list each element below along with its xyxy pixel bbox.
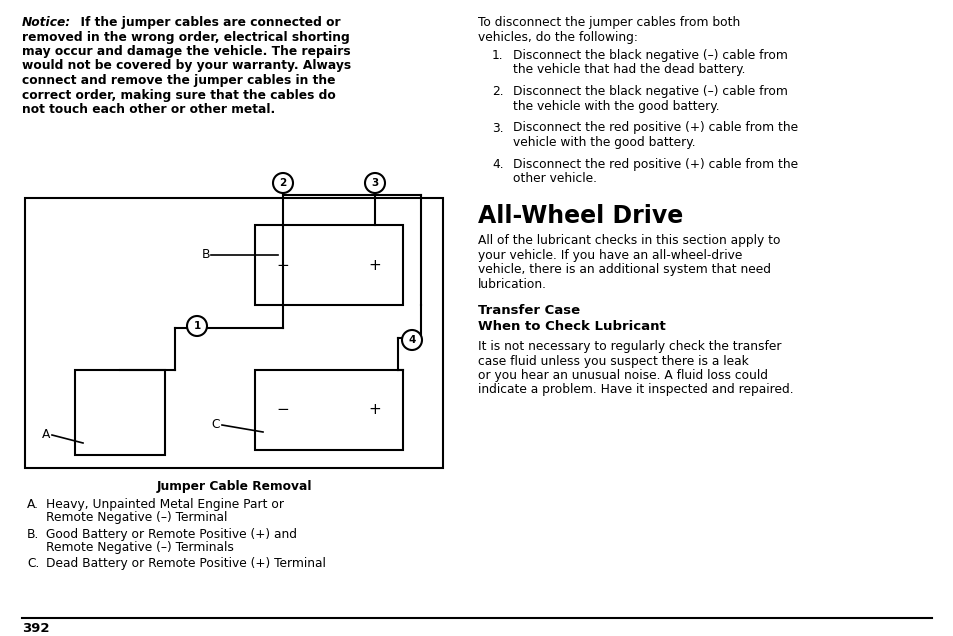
Text: B.: B. bbox=[27, 528, 39, 541]
Text: Transfer Case: Transfer Case bbox=[477, 304, 579, 317]
Text: correct order, making sure that the cables do: correct order, making sure that the cabl… bbox=[22, 88, 335, 102]
Text: or you hear an unusual noise. A fluid loss could: or you hear an unusual noise. A fluid lo… bbox=[477, 369, 767, 382]
Circle shape bbox=[187, 316, 207, 336]
Text: +: + bbox=[368, 403, 381, 417]
Text: To disconnect the jumper cables from both: To disconnect the jumper cables from bot… bbox=[477, 16, 740, 29]
Text: Good Battery or Remote Positive (+) and: Good Battery or Remote Positive (+) and bbox=[46, 528, 296, 541]
Text: 1.: 1. bbox=[492, 49, 503, 62]
Text: 4.: 4. bbox=[492, 158, 503, 170]
Text: All of the lubricant checks in this section apply to: All of the lubricant checks in this sect… bbox=[477, 234, 780, 247]
Text: connect and remove the jumper cables in the: connect and remove the jumper cables in … bbox=[22, 74, 335, 87]
Text: A: A bbox=[42, 429, 50, 441]
Text: −: − bbox=[276, 403, 289, 417]
Text: If the jumper cables are connected or: If the jumper cables are connected or bbox=[71, 16, 340, 29]
Text: may occur and damage the vehicle. The repairs: may occur and damage the vehicle. The re… bbox=[22, 45, 351, 58]
Bar bbox=[75, 370, 165, 455]
Circle shape bbox=[273, 173, 293, 193]
Text: Disconnect the red positive (+) cable from the: Disconnect the red positive (+) cable fr… bbox=[513, 158, 798, 170]
Bar bbox=[254, 225, 402, 305]
Text: C: C bbox=[212, 418, 220, 431]
Text: the vehicle that had the dead battery.: the vehicle that had the dead battery. bbox=[513, 64, 744, 76]
Text: case fluid unless you suspect there is a leak: case fluid unless you suspect there is a… bbox=[477, 354, 748, 368]
Text: 3: 3 bbox=[371, 178, 378, 188]
Text: removed in the wrong order, electrical shorting: removed in the wrong order, electrical s… bbox=[22, 31, 350, 43]
Circle shape bbox=[365, 173, 385, 193]
Text: indicate a problem. Have it inspected and repaired.: indicate a problem. Have it inspected an… bbox=[477, 384, 793, 396]
Text: 1: 1 bbox=[193, 321, 200, 331]
Text: Disconnect the black negative (–) cable from: Disconnect the black negative (–) cable … bbox=[513, 85, 787, 98]
Bar bbox=[25, 198, 442, 468]
Text: Notice:: Notice: bbox=[22, 16, 71, 29]
Text: B: B bbox=[201, 249, 210, 261]
Text: vehicle with the good battery.: vehicle with the good battery. bbox=[513, 136, 695, 149]
Text: 3.: 3. bbox=[492, 121, 503, 134]
Text: When to Check Lubricant: When to Check Lubricant bbox=[477, 320, 665, 333]
Text: 2: 2 bbox=[279, 178, 286, 188]
Text: Remote Negative (–) Terminal: Remote Negative (–) Terminal bbox=[46, 511, 227, 525]
Text: Disconnect the black negative (–) cable from: Disconnect the black negative (–) cable … bbox=[513, 49, 787, 62]
Text: Jumper Cable Removal: Jumper Cable Removal bbox=[156, 480, 312, 493]
Text: your vehicle. If you have an all-wheel-drive: your vehicle. If you have an all-wheel-d… bbox=[477, 249, 741, 261]
Text: Dead Battery or Remote Positive (+) Terminal: Dead Battery or Remote Positive (+) Term… bbox=[46, 557, 326, 570]
Bar bbox=[254, 370, 402, 450]
Text: C.: C. bbox=[27, 557, 39, 570]
Text: Disconnect the red positive (+) cable from the: Disconnect the red positive (+) cable fr… bbox=[513, 121, 798, 134]
Text: would not be covered by your warranty. Always: would not be covered by your warranty. A… bbox=[22, 60, 351, 73]
Text: A.: A. bbox=[27, 498, 39, 511]
Text: 392: 392 bbox=[22, 622, 50, 635]
Text: 2.: 2. bbox=[492, 85, 503, 98]
Text: not touch each other or other metal.: not touch each other or other metal. bbox=[22, 103, 275, 116]
Text: other vehicle.: other vehicle. bbox=[513, 172, 597, 185]
Text: −: − bbox=[276, 258, 289, 272]
Text: vehicle, there is an additional system that need: vehicle, there is an additional system t… bbox=[477, 263, 770, 276]
Text: Heavy, Unpainted Metal Engine Part or: Heavy, Unpainted Metal Engine Part or bbox=[46, 498, 284, 511]
Text: +: + bbox=[368, 258, 381, 272]
Circle shape bbox=[401, 330, 421, 350]
Text: lubrication.: lubrication. bbox=[477, 277, 546, 291]
Text: vehicles, do the following:: vehicles, do the following: bbox=[477, 31, 638, 43]
Text: Remote Negative (–) Terminals: Remote Negative (–) Terminals bbox=[46, 541, 233, 554]
Text: All-Wheel Drive: All-Wheel Drive bbox=[477, 204, 682, 228]
Text: the vehicle with the good battery.: the vehicle with the good battery. bbox=[513, 100, 719, 113]
Text: It is not necessary to regularly check the transfer: It is not necessary to regularly check t… bbox=[477, 340, 781, 353]
Text: 4: 4 bbox=[408, 335, 416, 345]
